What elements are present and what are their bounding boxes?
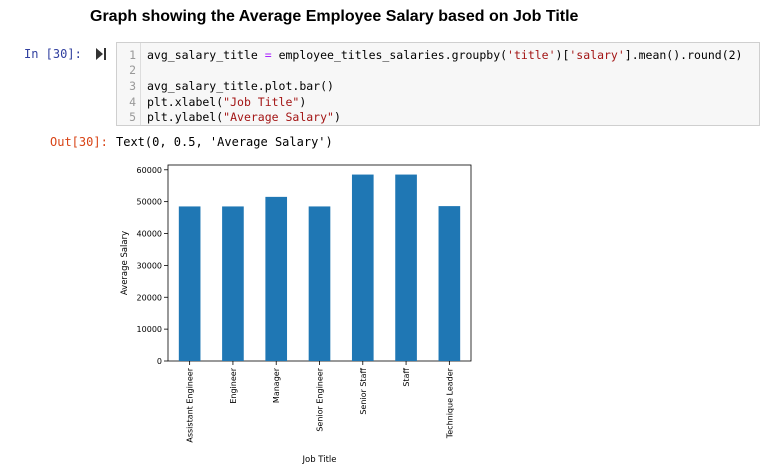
y-tick-label: 50000	[137, 198, 162, 207]
y-tick-label: 30000	[137, 261, 162, 270]
code-token: )	[299, 95, 307, 109]
y-axis-label: Average Salary	[120, 231, 130, 295]
line-number: 4	[129, 95, 136, 109]
bar-senior-staff	[351, 174, 374, 361]
output-text: Text(0, 0.5, 'Average Salary')	[116, 135, 333, 149]
bar-manager	[265, 196, 288, 361]
code-line: 4 plt.xlabel("Job Title")	[117, 95, 759, 110]
output-prompt: Out[30]:	[50, 135, 108, 149]
bar-staff	[395, 174, 417, 361]
code-token: plt.xlabel(	[147, 95, 224, 109]
code-token: 'title'	[507, 48, 556, 62]
code-token: avg_salary_title.plot.bar()	[147, 79, 334, 93]
code-token: avg_salary_title	[147, 48, 265, 62]
y-tick-label: 10000	[137, 325, 162, 334]
code-line: 2	[117, 63, 759, 78]
section-heading: Graph showing the Average Employee Salar…	[90, 8, 579, 25]
code-token: )	[333, 110, 341, 124]
x-tick-label: Senior Engineer	[316, 367, 325, 431]
line-code: avg_salary_title = employee_titles_salar…	[147, 48, 742, 63]
line-number-gutter	[117, 43, 141, 125]
x-tick-label: Senior Staff	[359, 368, 368, 415]
x-tick-label: Assistant Engineer	[186, 367, 195, 442]
code-token: 'salary'	[569, 48, 625, 62]
code-line: 5 plt.ylabel("Average Salary")	[117, 110, 759, 125]
run-cell-icon[interactable]	[96, 48, 106, 60]
code-token: ].mean().round(2)	[624, 48, 743, 62]
bar-senior-engineer	[308, 206, 331, 361]
x-axis-label: Job Title	[301, 455, 336, 465]
line-number: 2	[129, 63, 136, 77]
code-token: "Job Title"	[223, 95, 300, 109]
code-token: plt.ylabel(	[147, 110, 224, 124]
bar-technique-leader	[438, 206, 461, 361]
x-tick-label: Technique Leader	[445, 367, 454, 439]
line-number: 5	[129, 110, 136, 124]
code-line: 1 avg_salary_title = employee_titles_sala…	[117, 48, 759, 63]
line-code: avg_salary_title.plot.bar()	[147, 79, 334, 94]
input-prompt: In [30]:	[24, 47, 82, 61]
code-editor[interactable]: 1 avg_salary_title = employee_titles_sala…	[116, 42, 760, 126]
code-token: employee_titles_salaries.groupby(	[271, 48, 508, 62]
code-token: =	[264, 48, 272, 62]
code-line: 3 avg_salary_title.plot.bar()	[117, 79, 759, 94]
x-tick-label: Engineer	[229, 367, 238, 403]
y-tick-label: 40000	[137, 230, 162, 239]
line-code: plt.xlabel("Job Title")	[147, 95, 306, 110]
line-number: 1	[129, 48, 136, 62]
line-code: plt.ylabel("Average Salary")	[147, 110, 341, 125]
bar-assistant-engineer	[178, 206, 201, 361]
code-token: "Average Salary"	[223, 110, 334, 124]
code-token: )[	[555, 48, 570, 62]
x-tick-label: Staff	[402, 368, 411, 387]
y-tick-label: 60000	[137, 166, 162, 175]
line-number: 3	[129, 79, 136, 93]
y-tick-label: 0	[157, 357, 162, 366]
x-tick-label: Manager	[272, 367, 281, 403]
bar-engineer	[222, 206, 244, 361]
y-tick-label: 20000	[137, 293, 162, 302]
